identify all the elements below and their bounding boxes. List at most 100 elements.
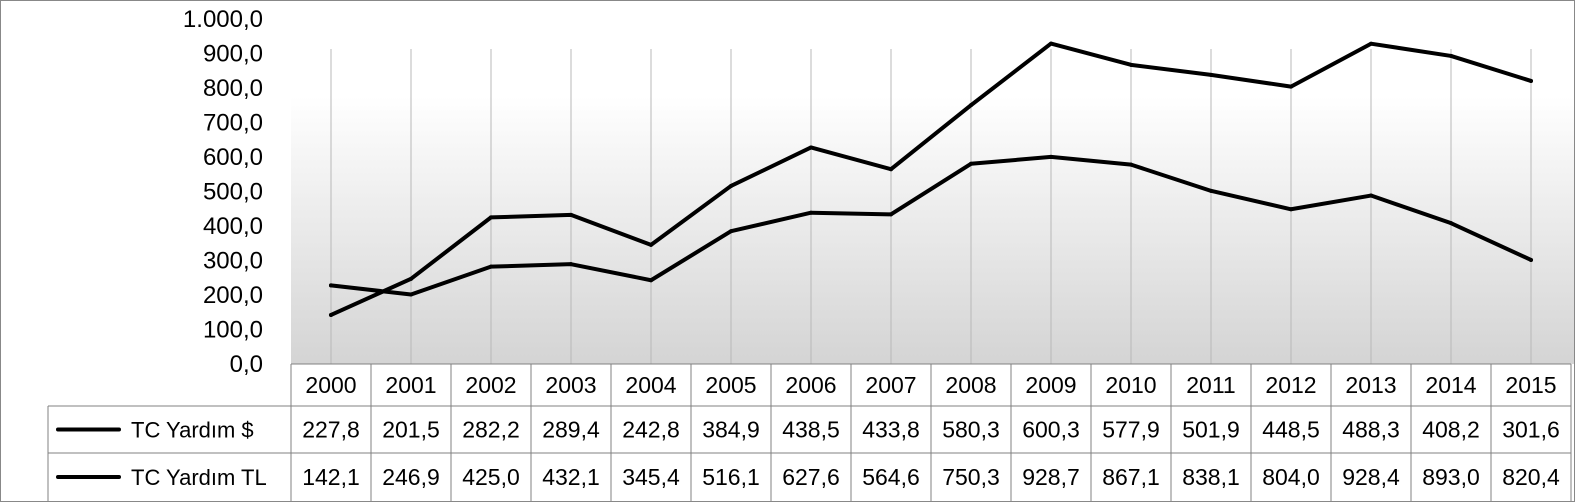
- plot-area-background: [291, 96, 1574, 364]
- ytick-label-500: 500,0: [203, 179, 263, 206]
- category-label-2015: 2015: [1505, 372, 1556, 398]
- series-line-1: [329, 154, 1533, 297]
- value-label-series1-2003: 289,4: [542, 417, 600, 443]
- category-label-2003: 2003: [545, 372, 596, 398]
- data-point-series2-2001: [409, 276, 413, 281]
- value-label-series2-2011: 838,1: [1182, 464, 1240, 490]
- value-label-series1-2012: 448,5: [1262, 417, 1320, 443]
- series-lines: [329, 41, 1533, 317]
- data-point-series2-2004: [649, 242, 653, 247]
- data-point-series1-2004: [649, 278, 653, 283]
- value-label-series1-2015: 301,6: [1502, 417, 1560, 443]
- category-label-2007: 2007: [865, 372, 916, 398]
- category-label-2000: 2000: [305, 372, 356, 398]
- data-point-series1-2015: [1529, 257, 1533, 262]
- category-label-2014: 2014: [1425, 372, 1476, 398]
- data-point-series2-2012: [1289, 84, 1293, 89]
- value-label-series1-2011: 501,9: [1182, 417, 1240, 443]
- value-label-series2-2001: 246,9: [382, 464, 440, 490]
- data-point-series2-2011: [1209, 72, 1213, 77]
- ytick-label-700: 700,0: [203, 110, 263, 137]
- value-label-series2-2012: 804,0: [1262, 464, 1320, 490]
- value-label-series2-2014: 893,0: [1422, 464, 1480, 490]
- value-label-series1-2006: 438,5: [782, 417, 840, 443]
- gridlines: [330, 49, 1532, 364]
- ytick-label-0: 0,0: [230, 351, 263, 378]
- value-label-series2-2006: 627,6: [782, 464, 840, 490]
- ytick-label-200: 200,0: [203, 282, 263, 309]
- value-label-series1-2013: 488,3: [1342, 417, 1400, 443]
- value-label-series1-2005: 384,9: [702, 417, 760, 443]
- data-point-series2-2009: [1049, 41, 1053, 46]
- data-point-series1-2003: [569, 262, 573, 267]
- category-label-2008: 2008: [945, 372, 996, 398]
- value-label-series2-2008: 750,3: [942, 464, 1000, 490]
- value-label-series1-2004: 242,8: [622, 417, 680, 443]
- series-line-2: [329, 41, 1533, 317]
- data-point-series2-2014: [1449, 53, 1453, 58]
- data-point-series1-2007: [889, 212, 893, 217]
- category-label-2013: 2013: [1345, 372, 1396, 398]
- data-point-series1-2006: [809, 210, 813, 215]
- data-point-series1-2012: [1289, 207, 1293, 212]
- y-axis-tick-labels: 0,0 100,0 200,0 300,0 400,0 500,0 600,0 700,0 80…: [183, 6, 263, 378]
- data-point-series1-2001: [409, 292, 413, 297]
- category-label-2010: 2010: [1105, 372, 1156, 398]
- data-point-series2-2002: [489, 215, 493, 220]
- legend-label-series2: TC Yardım TL: [131, 465, 267, 490]
- data-point-series2-2007: [889, 167, 893, 172]
- value-label-series1-2014: 408,2: [1422, 417, 1480, 443]
- value-label-series2-2010: 867,1: [1102, 464, 1160, 490]
- ytick-label-300: 300,0: [203, 248, 263, 275]
- value-label-series1-2000: 227,8: [302, 417, 360, 443]
- value-label-series2-2013: 928,4: [1342, 464, 1400, 490]
- value-label-series2-2015: 820,4: [1502, 464, 1560, 490]
- data-point-series2-2003: [569, 212, 573, 217]
- legend-label-series1: TC Yardım $: [131, 418, 254, 443]
- category-label-2001: 2001: [385, 372, 436, 398]
- ytick-label-400: 400,0: [203, 213, 263, 240]
- data-point-series2-2005: [729, 183, 733, 188]
- data-point-series2-2000: [329, 312, 333, 317]
- data-point-series2-2013: [1369, 41, 1373, 46]
- value-label-series2-2004: 345,4: [622, 464, 680, 490]
- data-table: 2000 2001 2002 2003 2004 2005 2006 2007 2008 2009…: [47, 363, 1572, 501]
- category-label-2005: 2005: [705, 372, 756, 398]
- data-point-series1-2010: [1129, 162, 1133, 167]
- value-label-series1-2008: 580,3: [942, 417, 1000, 443]
- ytick-label-600: 600,0: [203, 144, 263, 171]
- ytick-label-900: 900,0: [203, 41, 263, 68]
- data-point-series2-2008: [969, 103, 973, 108]
- data-point-series1-2013: [1369, 193, 1373, 198]
- category-label-2002: 2002: [465, 372, 516, 398]
- value-label-series1-2009: 600,3: [1022, 417, 1080, 443]
- value-label-series2-2002: 425,0: [462, 464, 520, 490]
- category-label-2006: 2006: [785, 372, 836, 398]
- value-label-series1-2007: 433,8: [862, 417, 920, 443]
- value-label-series1-2010: 577,9: [1102, 417, 1160, 443]
- value-label-series2-2007: 564,6: [862, 464, 920, 490]
- data-point-series2-2010: [1129, 62, 1133, 67]
- value-label-series2-2009: 928,7: [1022, 464, 1080, 490]
- value-label-series2-2005: 516,1: [702, 464, 760, 490]
- value-label-series2-2000: 142,1: [302, 464, 360, 490]
- data-point-series1-2009: [1049, 154, 1053, 159]
- data-point-series1-2008: [969, 161, 973, 166]
- data-point-series1-2005: [729, 229, 733, 234]
- category-label-2004: 2004: [625, 372, 676, 398]
- value-label-series1-2001: 201,5: [382, 417, 440, 443]
- value-label-series2-2003: 432,1: [542, 464, 600, 490]
- ytick-label-800: 800,0: [203, 75, 263, 102]
- data-point-series1-2002: [489, 264, 493, 269]
- data-point-series2-2006: [809, 145, 813, 150]
- category-label-2009: 2009: [1025, 372, 1076, 398]
- category-label-2011: 2011: [1186, 372, 1235, 398]
- ytick-label-1000: 1.000,0: [183, 6, 263, 33]
- data-point-series1-2011: [1209, 188, 1213, 193]
- ytick-label-100: 100,0: [203, 317, 263, 344]
- value-label-series1-2002: 282,2: [462, 417, 520, 443]
- data-point-series1-2000: [329, 283, 333, 288]
- data-point-series1-2014: [1449, 221, 1453, 226]
